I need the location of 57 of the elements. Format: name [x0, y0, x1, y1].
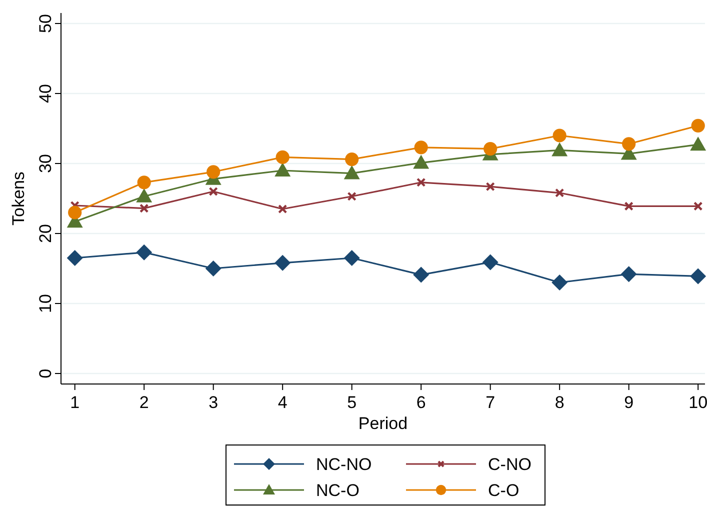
point: [413, 154, 430, 169]
x-tick-label: 1: [70, 393, 80, 412]
point: [136, 188, 152, 202]
point: [347, 192, 356, 201]
y-tick-label: 0: [36, 368, 55, 378]
point: [624, 202, 634, 211]
y-tick-label: 20: [36, 224, 55, 243]
point: [482, 254, 498, 270]
point: [413, 266, 430, 283]
point: [690, 268, 706, 284]
legend-label: NC-NO: [316, 455, 372, 474]
point: [693, 202, 703, 211]
point: [274, 254, 291, 271]
legend-label: C-NO: [488, 455, 532, 474]
x-tick-label: 9: [624, 393, 634, 412]
point: [344, 165, 360, 180]
y-tick-label: 10: [36, 294, 55, 313]
x-tick-label: 8: [554, 393, 564, 412]
point: [278, 204, 288, 214]
point: [554, 188, 564, 198]
point: [484, 142, 498, 156]
legend-label: NC-O: [316, 481, 360, 500]
point: [137, 176, 151, 190]
point: [552, 274, 568, 290]
point: [276, 150, 290, 164]
point: [552, 128, 566, 142]
point: [208, 186, 218, 196]
x-tick-label: 10: [688, 393, 707, 412]
y-axis-title: Tokens: [9, 172, 28, 226]
point: [345, 152, 359, 166]
x-tick-label: 5: [347, 393, 357, 412]
point: [620, 266, 637, 282]
point: [68, 206, 82, 220]
point: [690, 136, 706, 151]
x-tick-label: 3: [208, 393, 218, 412]
x-tick-label: 4: [278, 393, 288, 412]
x-tick-label: 6: [416, 393, 426, 412]
x-tick-label: 2: [139, 393, 149, 412]
legend-label: C-O: [488, 481, 520, 500]
point: [136, 244, 152, 260]
y-tick-label: 50: [36, 14, 55, 33]
point: [416, 178, 426, 187]
point: [691, 118, 705, 132]
point: [66, 250, 83, 266]
point: [344, 250, 360, 266]
y-tick-label: 30: [36, 154, 55, 173]
y-tick-label: 40: [36, 84, 55, 103]
point: [622, 137, 636, 151]
point: [139, 204, 149, 213]
point: [205, 260, 222, 276]
point: [414, 140, 428, 154]
point: [552, 142, 568, 156]
x-tick-label: 7: [486, 393, 496, 412]
point: [206, 165, 220, 179]
point: [274, 162, 291, 176]
point: [486, 182, 495, 192]
x-axis-title: Period: [358, 414, 408, 433]
